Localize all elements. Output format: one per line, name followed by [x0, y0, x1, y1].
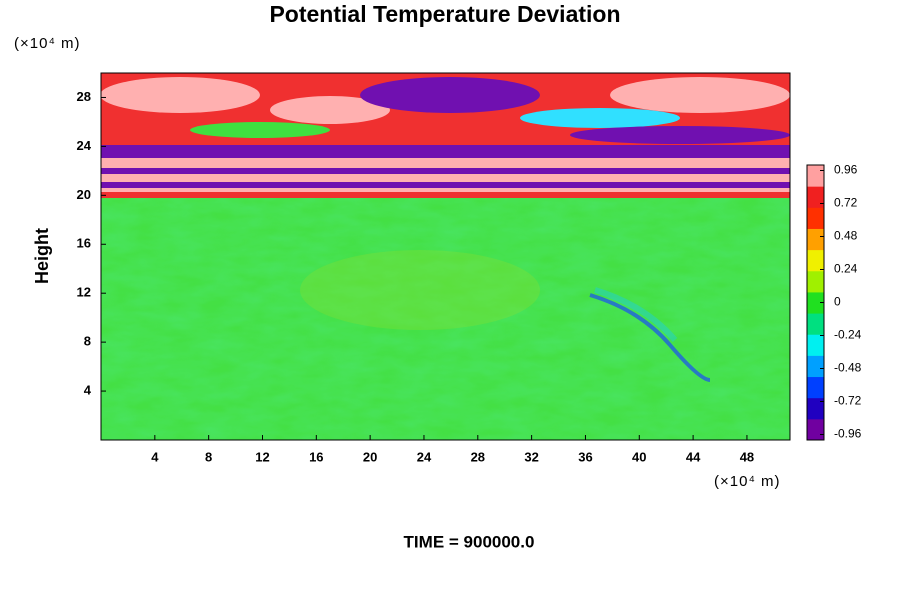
y-axis-label: Height	[32, 228, 52, 284]
x-tick-label: 20	[363, 449, 377, 464]
colorbar-cell	[807, 186, 824, 208]
x-tick-label: 8	[205, 449, 212, 464]
colorbar-cell	[807, 376, 824, 399]
x-unit-label: (×10⁴ m)	[714, 473, 781, 490]
y-tick-label: 16	[77, 236, 91, 251]
x-tick-label: 28	[471, 449, 485, 464]
colorbar-tick-label: 0.48	[834, 229, 858, 243]
x-tick-label: 40	[632, 449, 646, 464]
y-tick-label: 28	[77, 89, 91, 104]
field	[101, 73, 790, 440]
x-tick-label: 44	[686, 449, 701, 464]
colorbar-cell	[807, 165, 824, 187]
colorbar-tick-label: 0.72	[834, 196, 858, 210]
y-tick-label: 20	[77, 187, 91, 202]
plot-frame	[100, 72, 791, 441]
x-tick-label: 32	[524, 449, 538, 464]
colorbar-cell	[807, 418, 824, 441]
dynamic: 4 8 12 16 20 24 28 32 36 40 44 484812162024280.960.…	[77, 89, 862, 465]
y-unit-label: (×10⁴ m)	[14, 35, 81, 52]
colorbar-cell	[807, 334, 824, 356]
x-tick-label: 48	[740, 449, 754, 464]
time-label: TIME = 900000.0	[404, 532, 535, 551]
x-tick-label: 12	[255, 449, 269, 464]
chart-title: Potential Temperature Deviation	[269, 1, 620, 27]
colorbar-cell	[807, 291, 824, 314]
x-tick-label: 4	[151, 449, 159, 464]
y-tick-label: 24	[77, 138, 92, 153]
colorbar-cell	[807, 270, 824, 293]
colorbar-tick-label: -0.96	[834, 427, 862, 441]
y-tick-label: 4	[84, 383, 92, 398]
colorbar-tick-label: -0.72	[834, 394, 862, 408]
colorbar-tick-label: 0.96	[834, 163, 858, 177]
y-tick-label: 8	[84, 334, 91, 349]
x-tick-label: 36	[578, 449, 592, 464]
colorbar-tick-label: 0	[834, 295, 841, 309]
colorbar-cell	[807, 355, 824, 378]
colorbar-cell	[807, 397, 824, 420]
colorbar-cell	[807, 313, 824, 335]
colorbar-tick-label: 0.24	[834, 262, 858, 276]
x-tick-label: 24	[417, 449, 432, 464]
colorbar-tick-label: -0.48	[834, 361, 862, 375]
colorbar-cell	[807, 249, 824, 272]
x-tick-label: 16	[309, 449, 323, 464]
colorbar-cell	[807, 228, 824, 251]
colorbar-cell	[807, 207, 824, 229]
colorbar-tick-label: -0.24	[834, 328, 862, 342]
y-tick-label: 12	[77, 285, 91, 300]
